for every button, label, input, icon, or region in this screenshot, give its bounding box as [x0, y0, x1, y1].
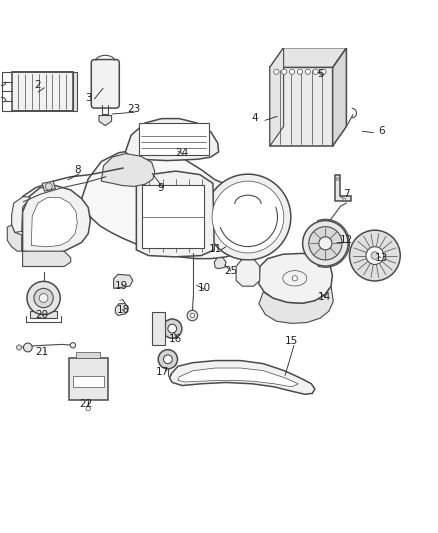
Circle shape	[349, 230, 399, 281]
Polygon shape	[101, 154, 154, 187]
Polygon shape	[258, 286, 332, 324]
Circle shape	[291, 276, 297, 281]
Circle shape	[318, 237, 331, 250]
Polygon shape	[22, 185, 90, 253]
Polygon shape	[22, 251, 71, 266]
Circle shape	[45, 183, 52, 190]
Circle shape	[16, 345, 21, 350]
Polygon shape	[99, 116, 111, 126]
Text: 6: 6	[377, 126, 384, 136]
Text: 22: 22	[79, 399, 92, 409]
Text: 20: 20	[35, 310, 49, 320]
Polygon shape	[12, 197, 30, 232]
Text: 21: 21	[35, 347, 49, 357]
FancyBboxPatch shape	[91, 60, 119, 108]
Circle shape	[27, 281, 60, 314]
Circle shape	[370, 252, 378, 260]
Bar	[76, 352, 100, 358]
Circle shape	[187, 310, 197, 321]
Text: 18: 18	[117, 305, 130, 315]
Polygon shape	[335, 175, 350, 201]
Polygon shape	[125, 118, 218, 160]
Circle shape	[312, 69, 318, 75]
Polygon shape	[30, 311, 57, 318]
Polygon shape	[113, 274, 133, 288]
Polygon shape	[81, 149, 271, 259]
Text: 8: 8	[74, 165, 81, 175]
Polygon shape	[42, 181, 55, 191]
Circle shape	[212, 181, 283, 253]
Text: 14: 14	[317, 292, 330, 302]
Circle shape	[158, 350, 177, 369]
Bar	[73, 376, 103, 387]
Polygon shape	[169, 361, 314, 394]
Polygon shape	[31, 197, 77, 247]
Text: 12: 12	[339, 235, 352, 245]
Circle shape	[190, 313, 194, 318]
Text: 10: 10	[197, 284, 210, 293]
Circle shape	[70, 343, 75, 348]
Circle shape	[342, 198, 345, 201]
Text: 4: 4	[251, 112, 257, 123]
Circle shape	[162, 319, 181, 338]
Bar	[141, 184, 203, 248]
Circle shape	[302, 221, 347, 266]
Circle shape	[39, 294, 48, 302]
Text: 17: 17	[155, 367, 169, 376]
Polygon shape	[214, 258, 226, 269]
Circle shape	[281, 69, 286, 75]
Circle shape	[34, 288, 53, 308]
Text: 2: 2	[35, 80, 41, 90]
Circle shape	[365, 247, 383, 264]
Polygon shape	[269, 67, 332, 146]
Circle shape	[273, 69, 279, 75]
Polygon shape	[269, 47, 346, 67]
Circle shape	[163, 355, 172, 364]
Circle shape	[304, 69, 310, 75]
Text: 23: 23	[127, 104, 141, 114]
Circle shape	[205, 174, 290, 260]
Circle shape	[297, 69, 302, 75]
Text: 3: 3	[85, 93, 91, 103]
Bar	[138, 124, 208, 155]
Polygon shape	[177, 368, 297, 387]
Text: 11: 11	[208, 244, 221, 254]
Circle shape	[320, 69, 325, 75]
Bar	[151, 312, 164, 345]
Circle shape	[308, 227, 341, 260]
Circle shape	[167, 324, 176, 333]
Bar	[73, 72, 77, 111]
Text: 7: 7	[343, 189, 349, 199]
Polygon shape	[7, 225, 21, 251]
Text: 24: 24	[175, 148, 188, 158]
Bar	[12, 72, 73, 111]
Circle shape	[336, 177, 338, 180]
Text: 19: 19	[114, 281, 127, 291]
Circle shape	[23, 343, 32, 352]
Text: 16: 16	[169, 334, 182, 344]
Text: 9: 9	[157, 183, 163, 193]
Polygon shape	[332, 47, 346, 146]
Polygon shape	[136, 171, 214, 257]
Text: 13: 13	[374, 253, 387, 263]
Text: 15: 15	[284, 336, 298, 346]
Polygon shape	[269, 47, 283, 146]
Polygon shape	[258, 253, 332, 303]
Circle shape	[289, 69, 294, 75]
Polygon shape	[236, 260, 259, 286]
Circle shape	[86, 407, 90, 411]
Text: 25: 25	[223, 266, 237, 276]
Text: 5: 5	[316, 69, 323, 79]
Polygon shape	[115, 304, 128, 316]
Bar	[68, 358, 108, 400]
